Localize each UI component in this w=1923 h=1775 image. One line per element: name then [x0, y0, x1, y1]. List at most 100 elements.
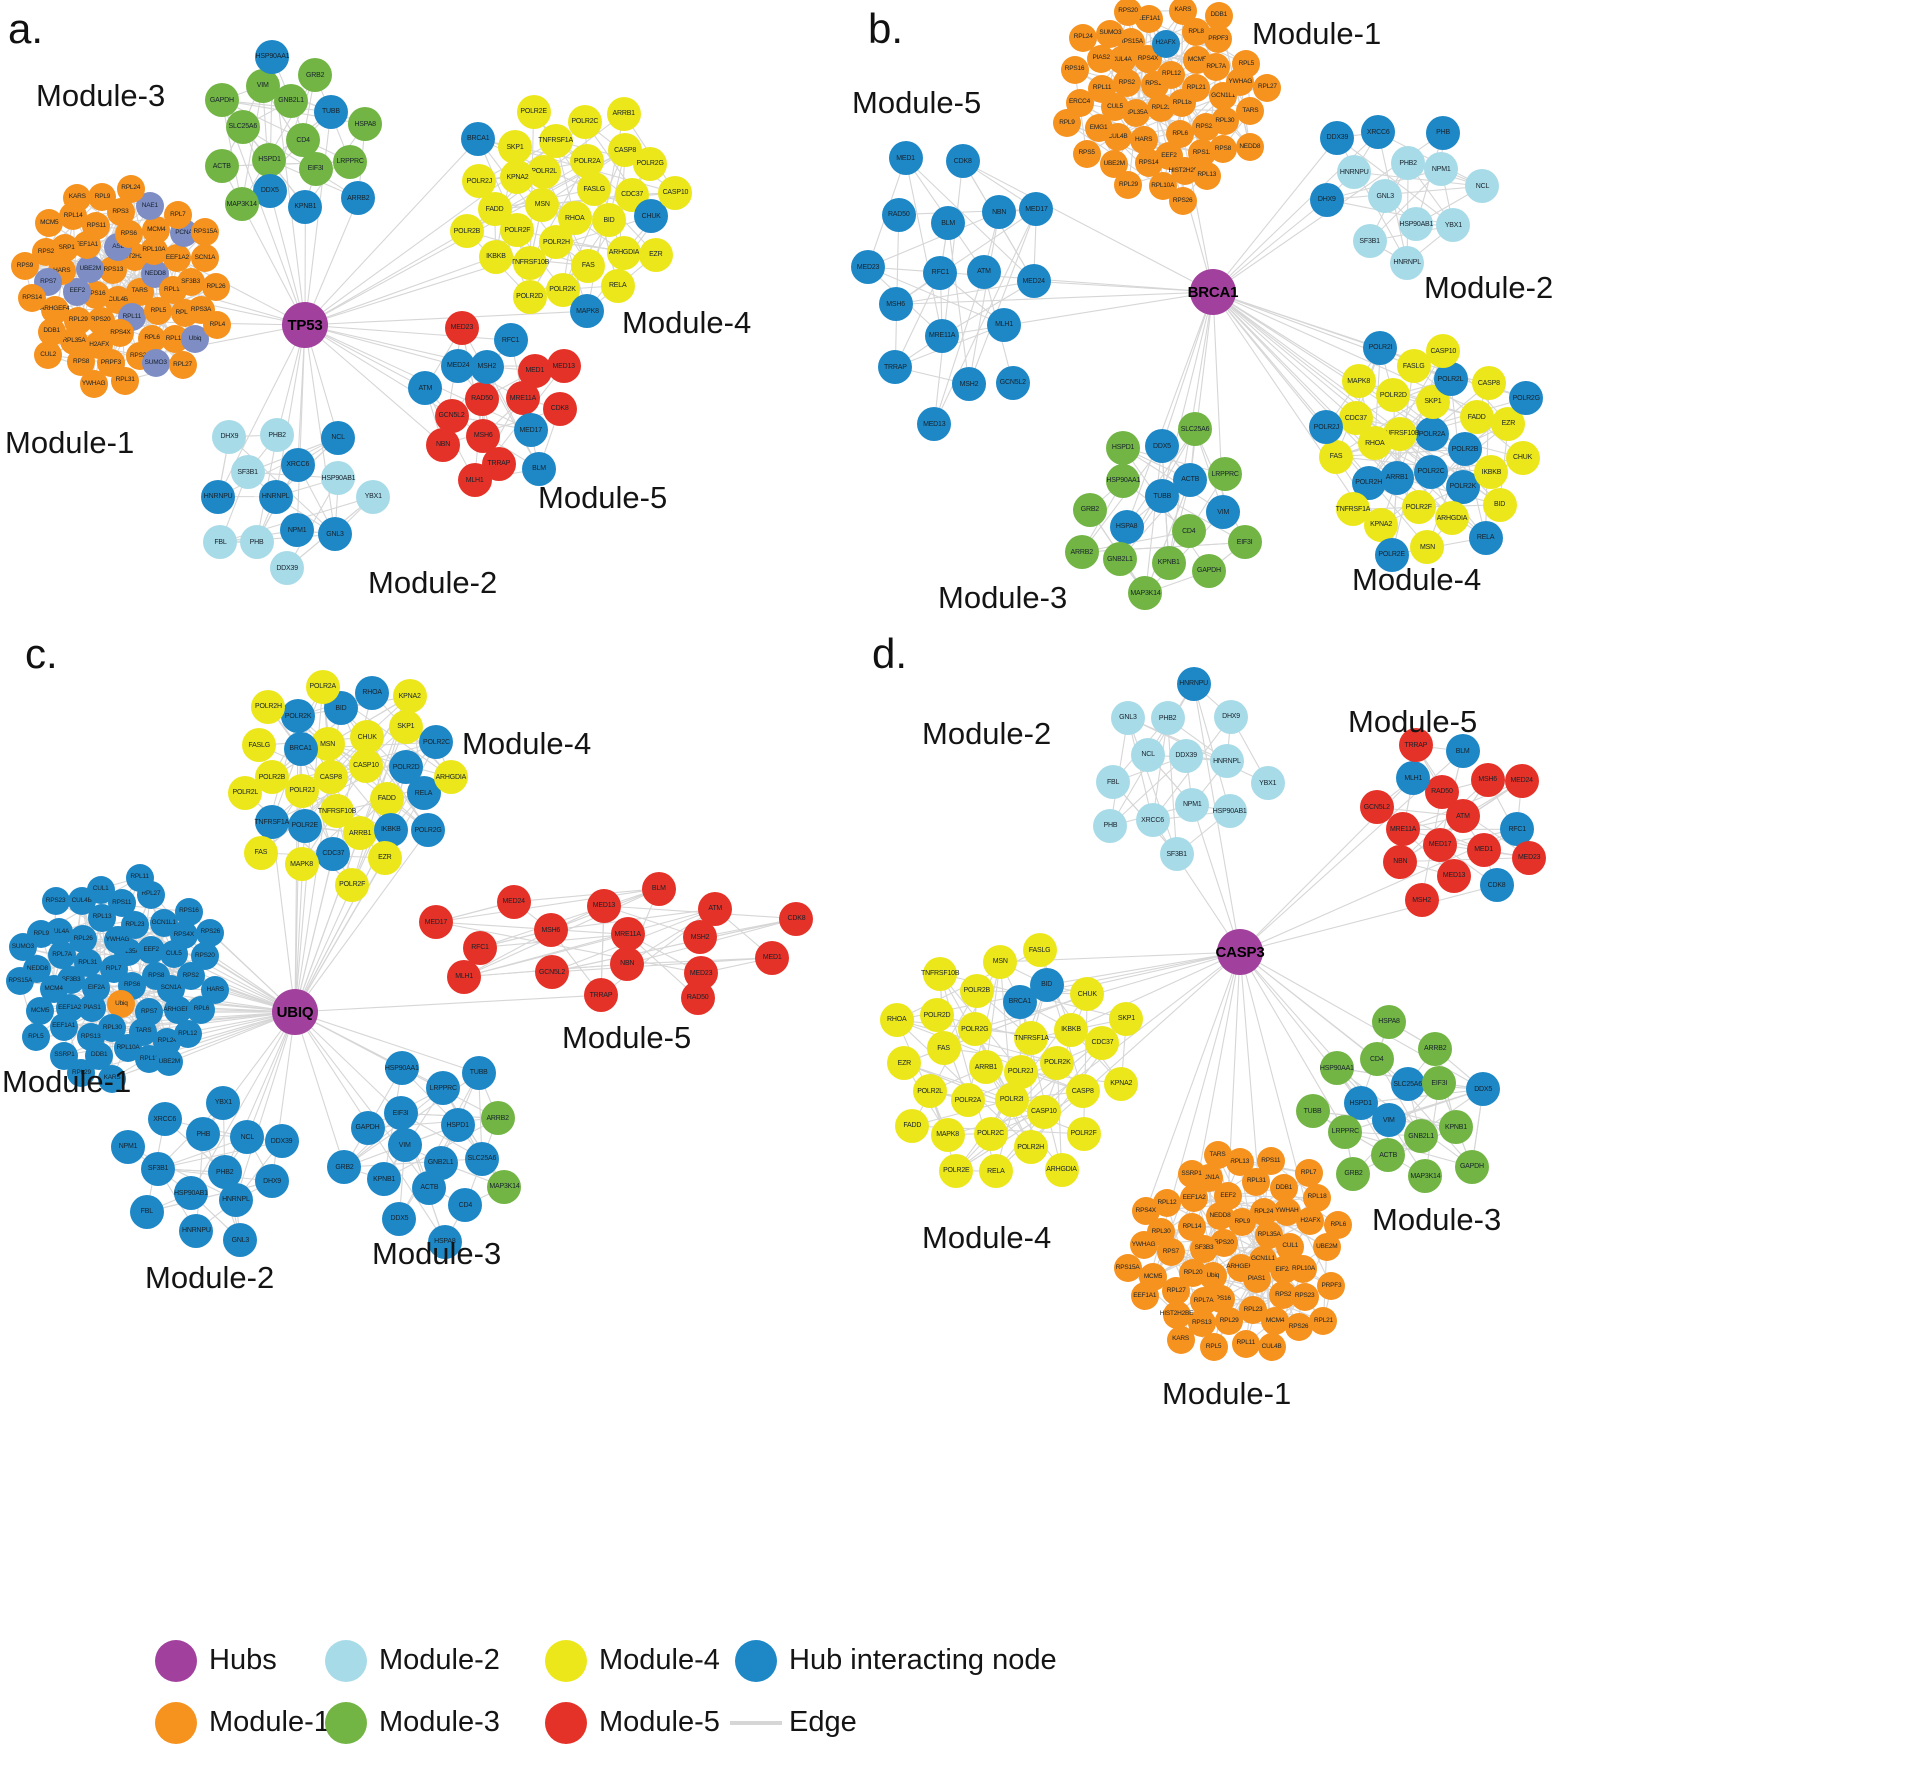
node-mapk8[interactable]: MAPK8 [570, 294, 605, 329]
node-dhx9[interactable]: DHX9 [1214, 699, 1249, 734]
node-polr2k[interactable]: POLR2K [281, 699, 316, 734]
node-rps15a[interactable]: RPS15A [1113, 1253, 1142, 1282]
node-kpnb1[interactable]: KPNB1 [1151, 545, 1186, 580]
node-polr2f[interactable]: POLR2F [335, 867, 370, 902]
node-sumo3[interactable]: SUMO3 [141, 348, 170, 377]
node-msn[interactable]: MSN [1410, 530, 1445, 565]
node-kpna2[interactable]: KPNA2 [392, 679, 427, 714]
node-polr2e[interactable]: POLR2E [1374, 537, 1409, 572]
node-arrb1[interactable]: ARRB1 [343, 816, 378, 851]
node-cdk8[interactable]: CDK8 [945, 144, 980, 179]
node-sf3b1[interactable]: SF3B1 [1352, 224, 1387, 259]
node-slc25a6[interactable]: SLC25A6 [225, 109, 260, 144]
node-hspa8[interactable]: HSPA8 [427, 1224, 462, 1259]
node-tubb[interactable]: TUBB [461, 1055, 496, 1090]
node-rps9[interactable]: RPS9 [11, 251, 39, 280]
node-grb2[interactable]: GRB2 [1336, 1156, 1371, 1191]
node-polr2g[interactable]: POLR2G [633, 146, 668, 181]
node-rpl5[interactable]: RPL5 [1232, 49, 1261, 78]
node-rps16[interactable]: RPS16 [1060, 55, 1089, 84]
node-rhoa[interactable]: RHOA [355, 675, 390, 710]
node-rpl21[interactable]: RPL21 [1309, 1307, 1338, 1336]
node-phb[interactable]: PHB [1093, 808, 1128, 843]
node-kpnb1[interactable]: KPNB1 [288, 189, 323, 224]
node-atm[interactable]: ATM [408, 371, 443, 406]
node-casp10[interactable]: CASP10 [658, 175, 693, 210]
node-polr2a[interactable]: POLR2A [570, 144, 605, 179]
node-sf3b3[interactable]: SF3B3 [176, 268, 205, 297]
node-hnrnpu[interactable]: HNRNPU [1337, 155, 1372, 189]
node-faslg[interactable]: FASLG [1396, 349, 1431, 384]
node-hnrnpl[interactable]: HNRNPL [258, 479, 293, 514]
node-arhgef4[interactable]: ARHGEF4 [163, 996, 193, 1025]
node-med1[interactable]: MED1 [517, 353, 552, 388]
node-hspa8[interactable]: HSPA8 [1109, 509, 1144, 544]
node-lrpprc[interactable]: LRPPRC [333, 144, 368, 179]
node-gnl3[interactable]: GNL3 [1368, 179, 1403, 214]
node-med13[interactable]: MED13 [586, 888, 621, 923]
node-tubb[interactable]: TUBB [1295, 1094, 1330, 1129]
node-nedd8[interactable]: NEDD8 [1235, 132, 1264, 161]
node-lrpprc[interactable]: LRPPRC [1208, 457, 1243, 492]
node-ybx1[interactable]: YBX1 [356, 479, 391, 514]
node-polr2c[interactable]: POLR2C [973, 1116, 1008, 1151]
node-ncl[interactable]: NCL [230, 1120, 265, 1155]
node-rad50[interactable]: RAD50 [680, 980, 715, 1015]
node-atm[interactable]: ATM [698, 891, 733, 926]
node-rps20[interactable]: RPS20 [190, 942, 219, 971]
node-npm1[interactable]: NPM1 [1424, 152, 1459, 187]
node-npm1[interactable]: NPM1 [280, 513, 315, 548]
node-rps16[interactable]: RPS16 [174, 897, 203, 926]
node-nbn[interactable]: NBN [982, 195, 1017, 230]
node-hsp90aa1[interactable]: HSP90AA1 [255, 39, 290, 74]
node-brca1[interactable]: BRCA1 [461, 121, 496, 156]
node-fadd[interactable]: FADD [895, 1108, 930, 1143]
node-msh6[interactable]: MSH6 [533, 913, 568, 948]
node-hars[interactable]: HARS [201, 975, 230, 1004]
node-pias1[interactable]: PIAS1 [1242, 1264, 1271, 1293]
node-polr2l[interactable]: POLR2L [1433, 362, 1468, 397]
node-fadd[interactable]: FADD [477, 192, 512, 227]
node-ddx5[interactable]: DDX5 [1466, 1072, 1501, 1107]
node-rpl5[interactable]: RPL5 [21, 1023, 50, 1052]
node-cdk8[interactable]: CDK8 [1479, 868, 1514, 903]
node-cul1[interactable]: CUL1 [86, 875, 115, 904]
hub-tp53[interactable]: TP53 [282, 302, 328, 348]
node-rpl11[interactable]: RPL11 [125, 863, 154, 892]
node-actb[interactable]: ACTB [1371, 1138, 1406, 1173]
node-slc25a6[interactable]: SLC25A6 [464, 1141, 499, 1176]
node-ncl[interactable]: NCL [1131, 737, 1166, 772]
node-ube2m[interactable]: UBE2M [155, 1048, 184, 1077]
node-polr2b[interactable]: POLR2B [959, 973, 994, 1008]
node-hspa8[interactable]: HSPA8 [1372, 1004, 1407, 1039]
node-sumo3[interactable]: SUMO3 [1096, 19, 1125, 48]
node-rhoa[interactable]: RHOA [879, 1002, 914, 1037]
node-gapdh[interactable]: GAPDH [1191, 553, 1226, 588]
node-eef1a2[interactable]: EEF1A2 [163, 244, 192, 273]
node-mlh1[interactable]: MLH1 [987, 307, 1022, 342]
node-arhgdia[interactable]: ARHGDIA [1434, 501, 1469, 536]
node-ssrp1[interactable]: SSRP1 [1177, 1160, 1206, 1189]
node-cd4[interactable]: CD4 [448, 1188, 483, 1223]
node-mlh1[interactable]: MLH1 [457, 463, 492, 498]
node-ikbkb[interactable]: IKBKB [1053, 1012, 1088, 1047]
node-arhgdia[interactable]: ARHGDIA [607, 235, 641, 270]
node-hspa8[interactable]: HSPA8 [348, 107, 383, 142]
node-rpl29[interactable]: RPL29 [1215, 1306, 1244, 1335]
node-ncl[interactable]: NCL [1465, 169, 1500, 204]
node-cdk8[interactable]: CDK8 [779, 901, 814, 936]
node-rpl26[interactable]: RPL26 [201, 273, 230, 302]
node-faslg[interactable]: FASLG [1022, 933, 1057, 968]
node-rps15a[interactable]: RPS15A [191, 218, 220, 247]
node-ddb1[interactable]: DDB1 [1269, 1174, 1298, 1203]
node-fbl[interactable]: FBL [129, 1194, 164, 1229]
node-rpl12[interactable]: RPL12 [173, 1019, 202, 1048]
node-sumo3[interactable]: SUMO3 [8, 933, 37, 962]
node-rad50[interactable]: RAD50 [881, 197, 916, 232]
node-gnb2l1[interactable]: GNB2L1 [1404, 1119, 1439, 1154]
node-rpl30[interactable]: RPL30 [1210, 106, 1239, 135]
node-bid[interactable]: BID [1029, 967, 1064, 1002]
node-tars[interactable]: TARS [129, 1017, 158, 1046]
node-rps26[interactable]: RPS26 [1168, 187, 1197, 216]
node-mapk8[interactable]: MAPK8 [284, 847, 319, 882]
